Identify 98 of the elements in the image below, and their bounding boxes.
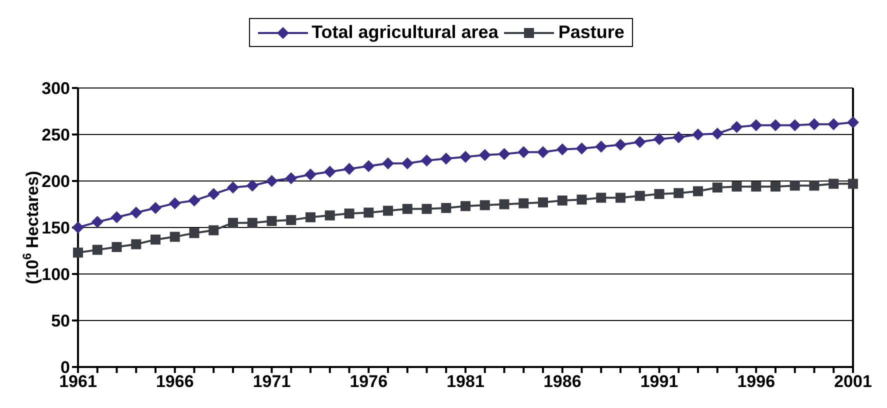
point <box>440 152 452 165</box>
point <box>595 140 608 153</box>
point <box>518 198 529 208</box>
point <box>809 180 820 191</box>
y-tick-label: 200 <box>42 172 70 192</box>
point <box>168 197 181 210</box>
point <box>286 215 296 226</box>
point <box>131 239 142 250</box>
point <box>653 133 666 146</box>
legend-label: Total agricultural area <box>312 22 498 43</box>
point <box>73 248 83 258</box>
point <box>460 201 470 212</box>
point <box>247 218 258 228</box>
x-tick-label: 1976 <box>350 372 388 392</box>
point <box>228 218 238 228</box>
point <box>150 202 162 214</box>
point <box>557 196 568 206</box>
x-tick-label: 1981 <box>446 372 484 392</box>
point <box>538 197 548 208</box>
x-tick-label: 1971 <box>252 372 291 392</box>
y-tick-label: 150 <box>42 218 70 238</box>
legend-label: Pasture <box>558 22 624 43</box>
point <box>693 186 703 196</box>
point <box>91 216 104 228</box>
point <box>828 118 840 130</box>
point <box>441 202 452 213</box>
point <box>770 182 780 192</box>
point <box>344 208 354 219</box>
point <box>847 116 859 128</box>
x-tick-label: 1991 <box>640 372 678 392</box>
point <box>324 210 335 220</box>
point <box>364 208 374 218</box>
point <box>170 232 180 242</box>
point <box>556 143 568 156</box>
point <box>712 182 722 193</box>
point <box>788 119 801 132</box>
point <box>616 192 626 203</box>
point <box>130 206 142 219</box>
x-tick-label: 1996 <box>737 372 776 392</box>
point <box>596 192 606 203</box>
point <box>498 148 510 160</box>
point <box>499 199 510 210</box>
y-tick-label: 50 <box>51 312 70 331</box>
point <box>189 228 200 238</box>
point <box>672 131 685 144</box>
point <box>828 178 839 189</box>
point <box>460 150 472 163</box>
point <box>306 212 316 222</box>
x-tick-label: 1986 <box>543 372 582 392</box>
point <box>420 154 433 167</box>
point <box>770 119 782 132</box>
point <box>576 194 587 205</box>
x-tick-label: 1961 <box>59 372 97 392</box>
point <box>285 172 298 184</box>
point <box>92 244 102 255</box>
point <box>227 182 239 194</box>
y-tick-label: 100 <box>42 265 70 284</box>
point <box>750 119 762 132</box>
point <box>112 242 122 252</box>
point <box>382 157 394 170</box>
point <box>401 157 414 170</box>
point <box>730 121 743 134</box>
point <box>518 146 530 158</box>
point <box>692 128 704 140</box>
point <box>188 194 200 207</box>
point <box>480 200 490 210</box>
point <box>848 178 858 189</box>
point <box>110 211 123 224</box>
point <box>208 188 220 200</box>
point <box>808 118 820 130</box>
y-tick-label: 300 <box>42 79 70 98</box>
y-tick-label: 250 <box>42 126 70 145</box>
point <box>634 136 646 148</box>
point <box>402 204 412 214</box>
point <box>576 142 588 154</box>
point <box>537 146 549 158</box>
point <box>674 188 684 198</box>
point <box>790 180 800 191</box>
point <box>634 190 645 201</box>
x-tick-label: 1966 <box>156 372 194 392</box>
point <box>422 204 432 214</box>
point <box>732 182 742 192</box>
point <box>208 225 219 236</box>
point <box>324 166 336 178</box>
point <box>266 175 278 187</box>
point <box>478 148 491 161</box>
point <box>654 189 664 200</box>
x-tick-label: 2001 <box>834 372 872 392</box>
point <box>383 206 393 216</box>
point <box>266 216 277 226</box>
point <box>614 138 626 151</box>
point <box>343 162 356 175</box>
point <box>751 182 762 192</box>
point <box>362 160 375 172</box>
point <box>711 128 724 140</box>
point <box>150 234 160 245</box>
point <box>246 180 258 192</box>
point <box>304 168 316 180</box>
